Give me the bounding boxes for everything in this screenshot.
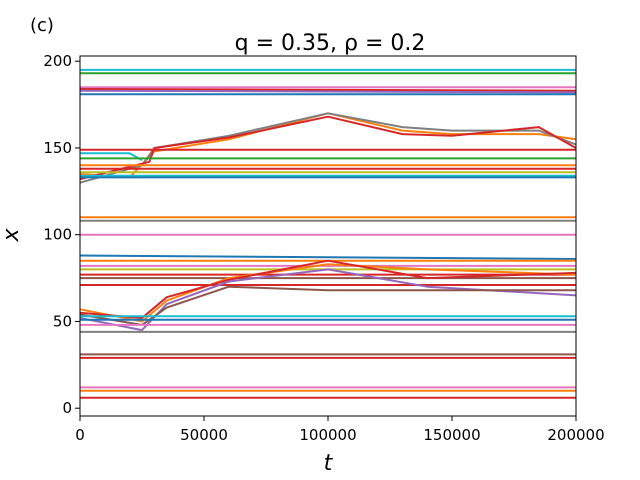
series-line-31 xyxy=(79,285,576,326)
series-line-21 xyxy=(79,254,577,260)
series-line-7 xyxy=(79,112,577,179)
plot-frame xyxy=(79,55,577,417)
axis-ticks: 0 50000 100000 150000 200000 0 50 100 150 200 xyxy=(43,52,604,444)
series-line-30 xyxy=(79,268,577,332)
chart-title: q = 0.35, ρ = 0.2 xyxy=(235,31,426,56)
series-line-5 xyxy=(79,89,577,94)
x-axis-label: t xyxy=(324,451,334,476)
y-axis-label: x xyxy=(0,228,24,243)
y-tick-label: 100 xyxy=(43,226,72,244)
y-tick-label: 200 xyxy=(43,52,72,70)
y-tick-label: 150 xyxy=(43,139,72,157)
series-line-9 xyxy=(79,115,577,181)
x-tick-label: 100000 xyxy=(299,426,356,444)
x-tick-label: 0 xyxy=(75,426,85,444)
y-tick-label: 50 xyxy=(53,312,72,330)
x-tick-label: 50000 xyxy=(180,426,228,444)
series-line-29 xyxy=(79,259,577,319)
y-tick-label: 0 xyxy=(62,399,72,417)
panel-label: (c) xyxy=(30,15,54,36)
series-line-28 xyxy=(79,263,577,323)
x-tick-label: 200000 xyxy=(547,426,604,444)
x-tick-label: 150000 xyxy=(423,426,480,444)
series-lines xyxy=(79,68,577,399)
series-line-4 xyxy=(79,88,577,92)
